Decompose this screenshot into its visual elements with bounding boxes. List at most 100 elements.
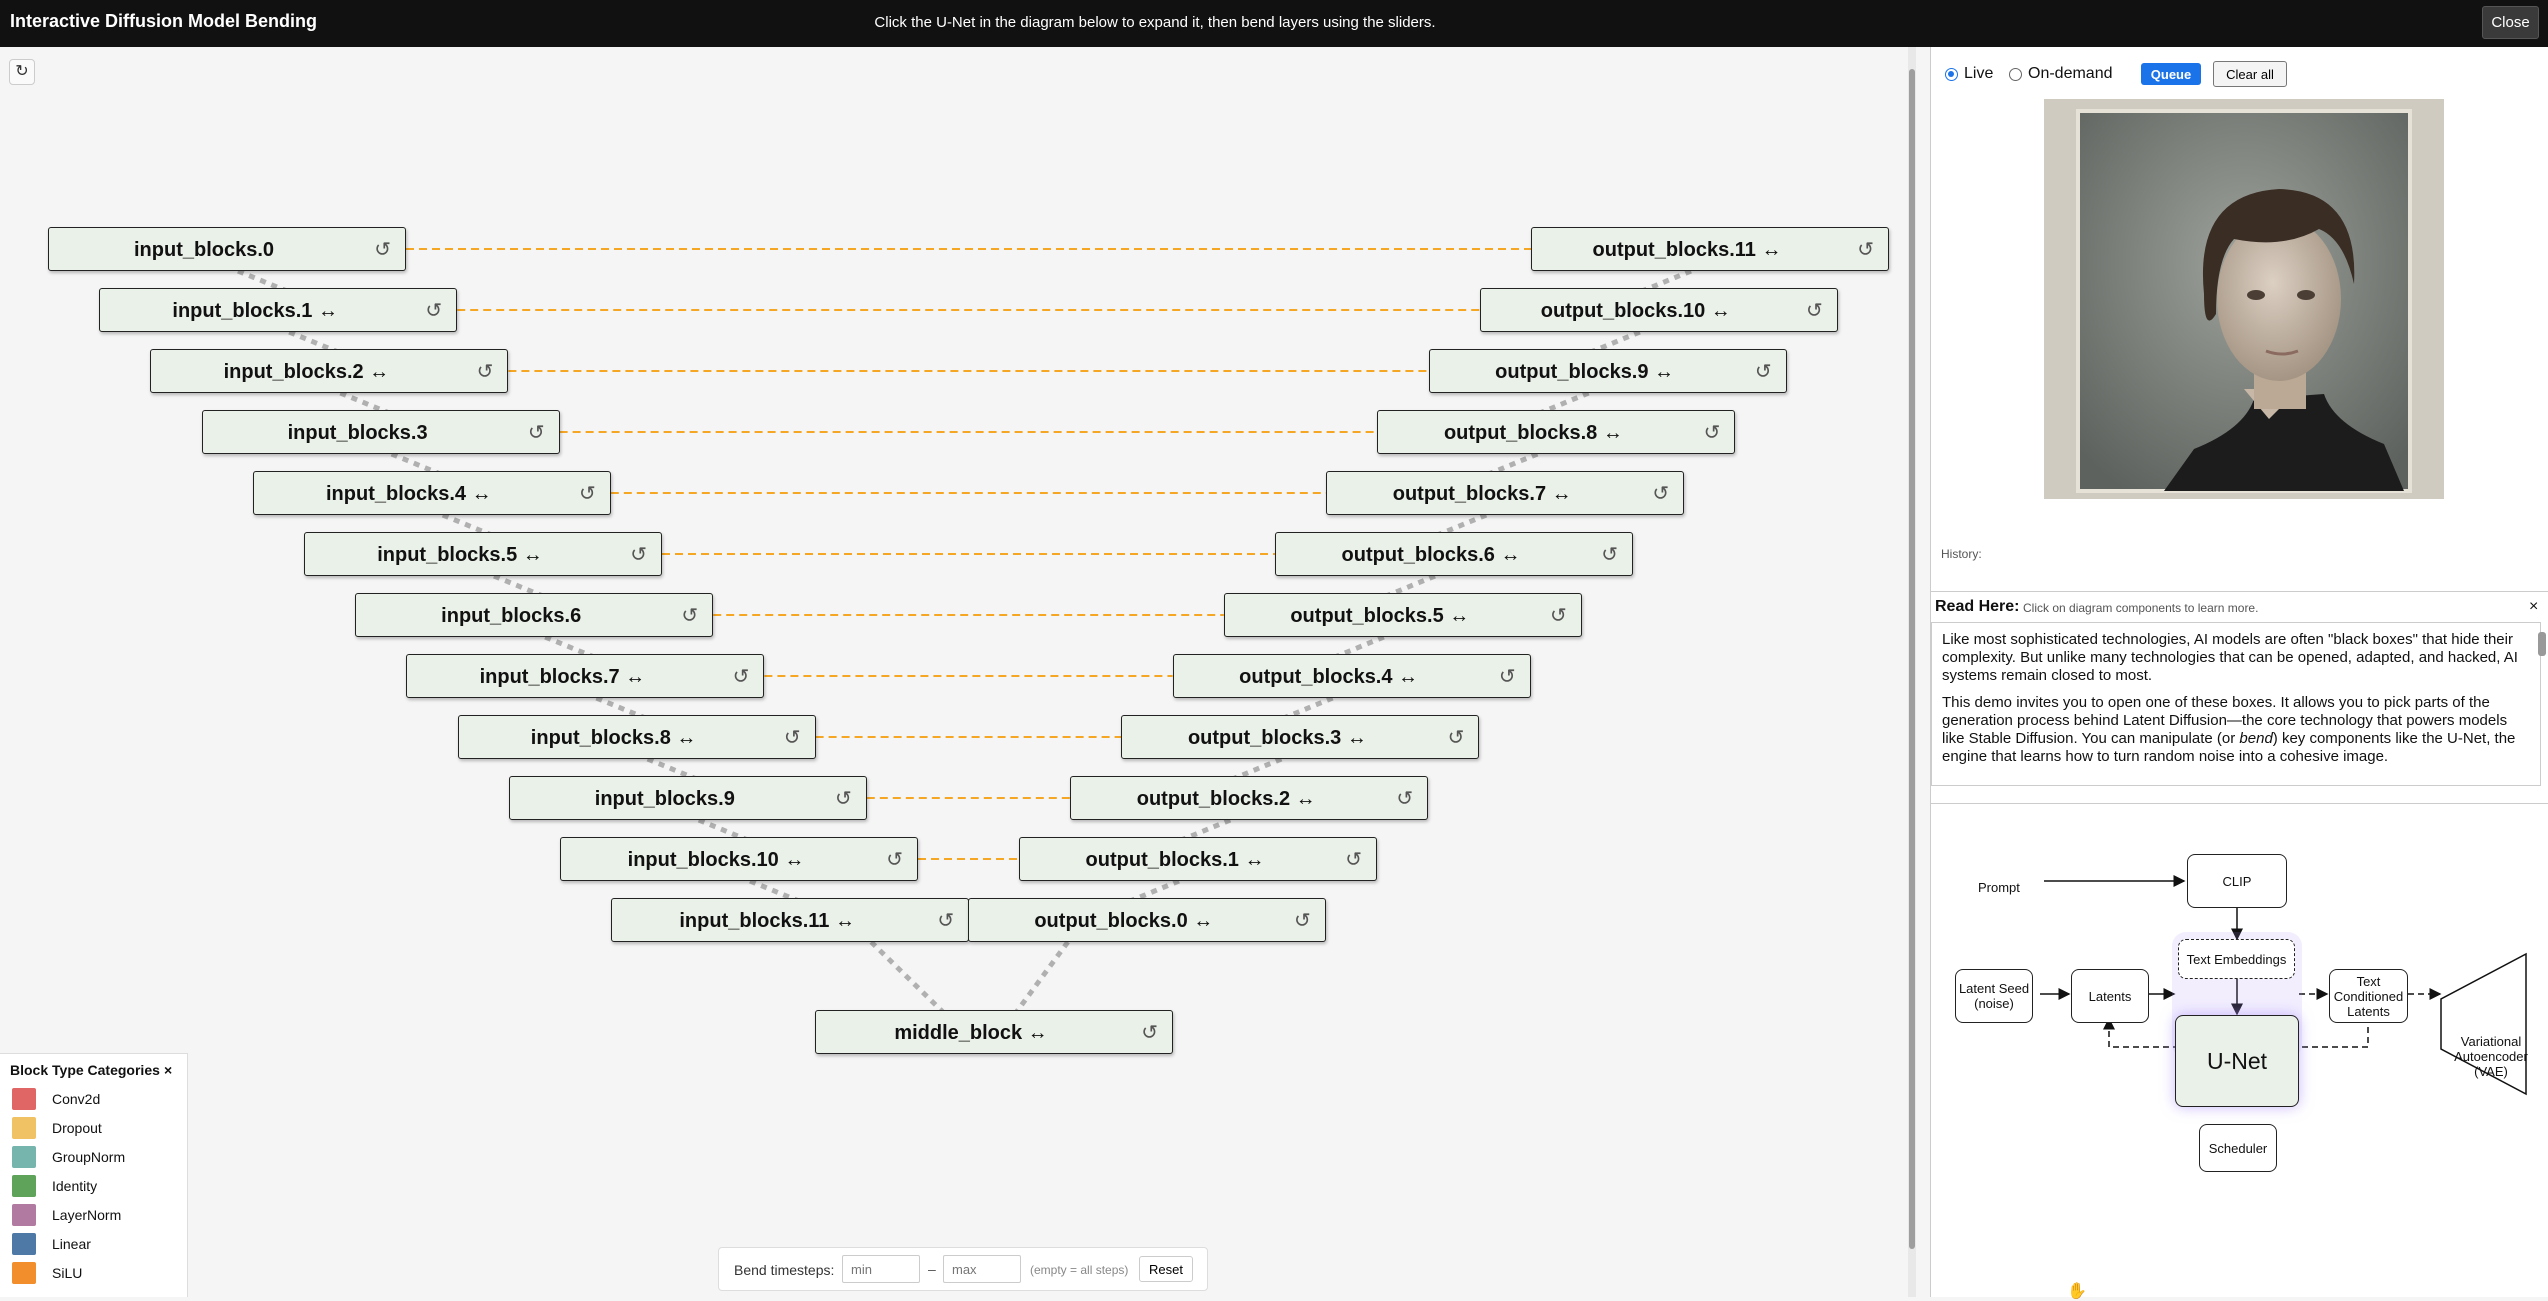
- block-output-5[interactable]: output_blocks.5 ↔ ↺: [1223, 593, 1582, 637]
- block-input-11[interactable]: input_blocks.11 ↔ ↺: [611, 898, 970, 942]
- live-radio[interactable]: [1945, 68, 1958, 81]
- block-output-6[interactable]: output_blocks.6 ↔ ↺: [1275, 532, 1633, 576]
- legend-close-icon[interactable]: ×: [164, 1062, 173, 1078]
- flow-clip-node[interactable]: CLIP: [2187, 854, 2287, 908]
- block-middle[interactable]: middle_block ↔ ↺: [815, 1010, 1173, 1054]
- block-output-0[interactable]: output_blocks.0 ↔ ↺: [967, 898, 1326, 942]
- reset-icon[interactable]: ↺: [476, 361, 494, 383]
- flow-unet-node[interactable]: U-Net: [2175, 1015, 2299, 1107]
- block-input-4[interactable]: input_blocks.4 ↔ ↺: [252, 471, 611, 515]
- block-label: output_blocks.2 ↔: [1136, 788, 1316, 810]
- flow-text-conditioned-node[interactable]: Text Conditioned Latents: [2329, 969, 2408, 1023]
- block-output-9[interactable]: output_blocks.9 ↔ ↺: [1428, 349, 1787, 393]
- reset-icon[interactable]: ↺: [1857, 239, 1874, 261]
- legend-swatch: [12, 1262, 36, 1284]
- read-here-scrollbar[interactable]: [2538, 632, 2546, 656]
- block-output-4[interactable]: output_blocks.4 ↔ ↺: [1172, 654, 1531, 698]
- block-output-1[interactable]: output_blocks.1 ↔ ↺: [1019, 837, 1377, 881]
- reset-icon[interactable]: ↺: [783, 727, 801, 749]
- block-label: input_blocks.8 ↔: [530, 727, 697, 749]
- close-button[interactable]: Close: [2482, 6, 2539, 39]
- block-input-6[interactable]: input_blocks.6 ↺: [355, 593, 714, 637]
- generated-image: [2044, 99, 2444, 499]
- ondemand-label[interactable]: On-demand: [2028, 65, 2113, 82]
- ondemand-radio[interactable]: [2009, 68, 2022, 81]
- block-label: input_blocks.10 ↔: [627, 849, 805, 871]
- flow-scheduler-node[interactable]: Scheduler: [2199, 1124, 2277, 1172]
- live-label[interactable]: Live: [1964, 65, 1994, 82]
- reset-icon[interactable]: ↺: [425, 300, 443, 322]
- reset-icon[interactable]: ↺: [732, 666, 750, 688]
- queue-button[interactable]: Queue: [2141, 63, 2201, 85]
- reset-icon[interactable]: ↺: [374, 239, 391, 261]
- reset-icon[interactable]: ↺: [886, 849, 903, 871]
- reset-icon[interactable]: ↺: [1498, 666, 1516, 688]
- reset-icon[interactable]: ↺: [1141, 1022, 1158, 1044]
- refresh-icon[interactable]: ↻: [9, 59, 35, 85]
- reset-icon[interactable]: ↺: [1754, 361, 1772, 383]
- reset-icon[interactable]: ↺: [1601, 544, 1618, 566]
- block-label: input_blocks.4 ↔: [326, 483, 492, 505]
- scrollbar-thumb[interactable]: [1909, 69, 1915, 1249]
- block-input-10[interactable]: input_blocks.10 ↔ ↺: [560, 837, 918, 881]
- instructions-text: Click the U-Net in the diagram below to …: [874, 14, 1436, 31]
- block-label: input_blocks.3: [287, 422, 428, 444]
- block-output-7[interactable]: output_blocks.7 ↔ ↺: [1326, 471, 1685, 515]
- clear-all-button[interactable]: Clear all: [2213, 61, 2287, 87]
- block-input-3[interactable]: input_blocks.3 ↺: [201, 410, 560, 454]
- reset-icon[interactable]: ↺: [1652, 483, 1670, 505]
- reset-icon[interactable]: ↺: [1396, 788, 1414, 810]
- block-output-8[interactable]: output_blocks.8 ↔ ↺: [1377, 410, 1736, 454]
- block-input-1[interactable]: input_blocks.1 ↔ ↺: [99, 288, 458, 332]
- legend-item-label: GroupNorm: [52, 1149, 126, 1165]
- diagram-links: [237, 248, 1692, 1016]
- reset-icon[interactable]: ↺: [835, 788, 852, 810]
- chain-link: [493, 573, 547, 600]
- block-output-11[interactable]: output_blocks.11 ↔ ↺: [1531, 227, 1889, 271]
- legend-swatch: [12, 1117, 36, 1139]
- block-output-2[interactable]: output_blocks.2 ↔ ↺: [1070, 776, 1429, 820]
- reset-icon[interactable]: ↺: [1447, 727, 1465, 749]
- legend-item: Dropout: [12, 1117, 182, 1139]
- block-input-0[interactable]: input_blocks.0 ↺: [48, 227, 406, 271]
- bend-separator: –: [928, 1261, 936, 1277]
- block-label: output_blocks.4 ↔: [1239, 666, 1419, 688]
- block-input-5[interactable]: input_blocks.5 ↔ ↺: [304, 532, 662, 576]
- reset-icon[interactable]: ↺: [1345, 849, 1362, 871]
- flow-vae-node[interactable]: Variational Autoencoder (VAE): [2454, 1034, 2528, 1079]
- bend-reset-button[interactable]: Reset: [1139, 1256, 1193, 1282]
- reset-icon[interactable]: ↺: [681, 605, 699, 627]
- chain-link: [1229, 756, 1283, 783]
- reset-icon[interactable]: ↺: [937, 910, 955, 932]
- reset-icon[interactable]: ↺: [527, 422, 545, 444]
- bend-max-input[interactable]: [943, 1255, 1021, 1283]
- block-label: middle_block ↔: [894, 1022, 1048, 1044]
- reset-icon[interactable]: ↺: [630, 544, 647, 566]
- reset-icon[interactable]: ↺: [1294, 910, 1311, 932]
- chain-link: [1434, 512, 1488, 539]
- reset-icon[interactable]: ↺: [1550, 605, 1567, 627]
- legend-swatch: [12, 1146, 36, 1168]
- flow-latent-seed-node[interactable]: Latent Seed (noise): [1955, 969, 2033, 1023]
- block-input-2[interactable]: input_blocks.2 ↔ ↺: [150, 349, 509, 393]
- diagram-scrollbar[interactable]: [1908, 47, 1916, 1297]
- block-output-3[interactable]: output_blocks.3 ↔ ↺: [1121, 715, 1480, 759]
- chain-link: [1536, 390, 1590, 417]
- reset-icon[interactable]: ↺: [1703, 422, 1721, 444]
- block-output-10[interactable]: output_blocks.10 ↔ ↺: [1479, 288, 1838, 332]
- block-input-8[interactable]: input_blocks.8 ↔ ↺: [457, 715, 816, 759]
- chain-link: [646, 756, 700, 783]
- block-label: output_blocks.3 ↔: [1187, 727, 1367, 749]
- flow-latents-node[interactable]: Latents: [2071, 969, 2149, 1023]
- reset-icon[interactable]: ↺: [579, 483, 596, 505]
- right-panel: Live On-demand Queue Clear all: [1930, 47, 2548, 1300]
- flow-text-embeddings-node[interactable]: Text Embeddings: [2178, 939, 2295, 979]
- chain-link: [441, 512, 495, 539]
- read-here-close-icon[interactable]: ×: [2529, 598, 2539, 615]
- legend-item: GroupNorm: [12, 1146, 182, 1168]
- reset-icon[interactable]: ↺: [1806, 300, 1823, 322]
- bend-min-input[interactable]: [842, 1255, 920, 1283]
- block-input-7[interactable]: input_blocks.7 ↔ ↺: [406, 654, 765, 698]
- block-input-9[interactable]: input_blocks.9 ↺: [508, 776, 867, 820]
- history-label: History:: [1941, 547, 1982, 561]
